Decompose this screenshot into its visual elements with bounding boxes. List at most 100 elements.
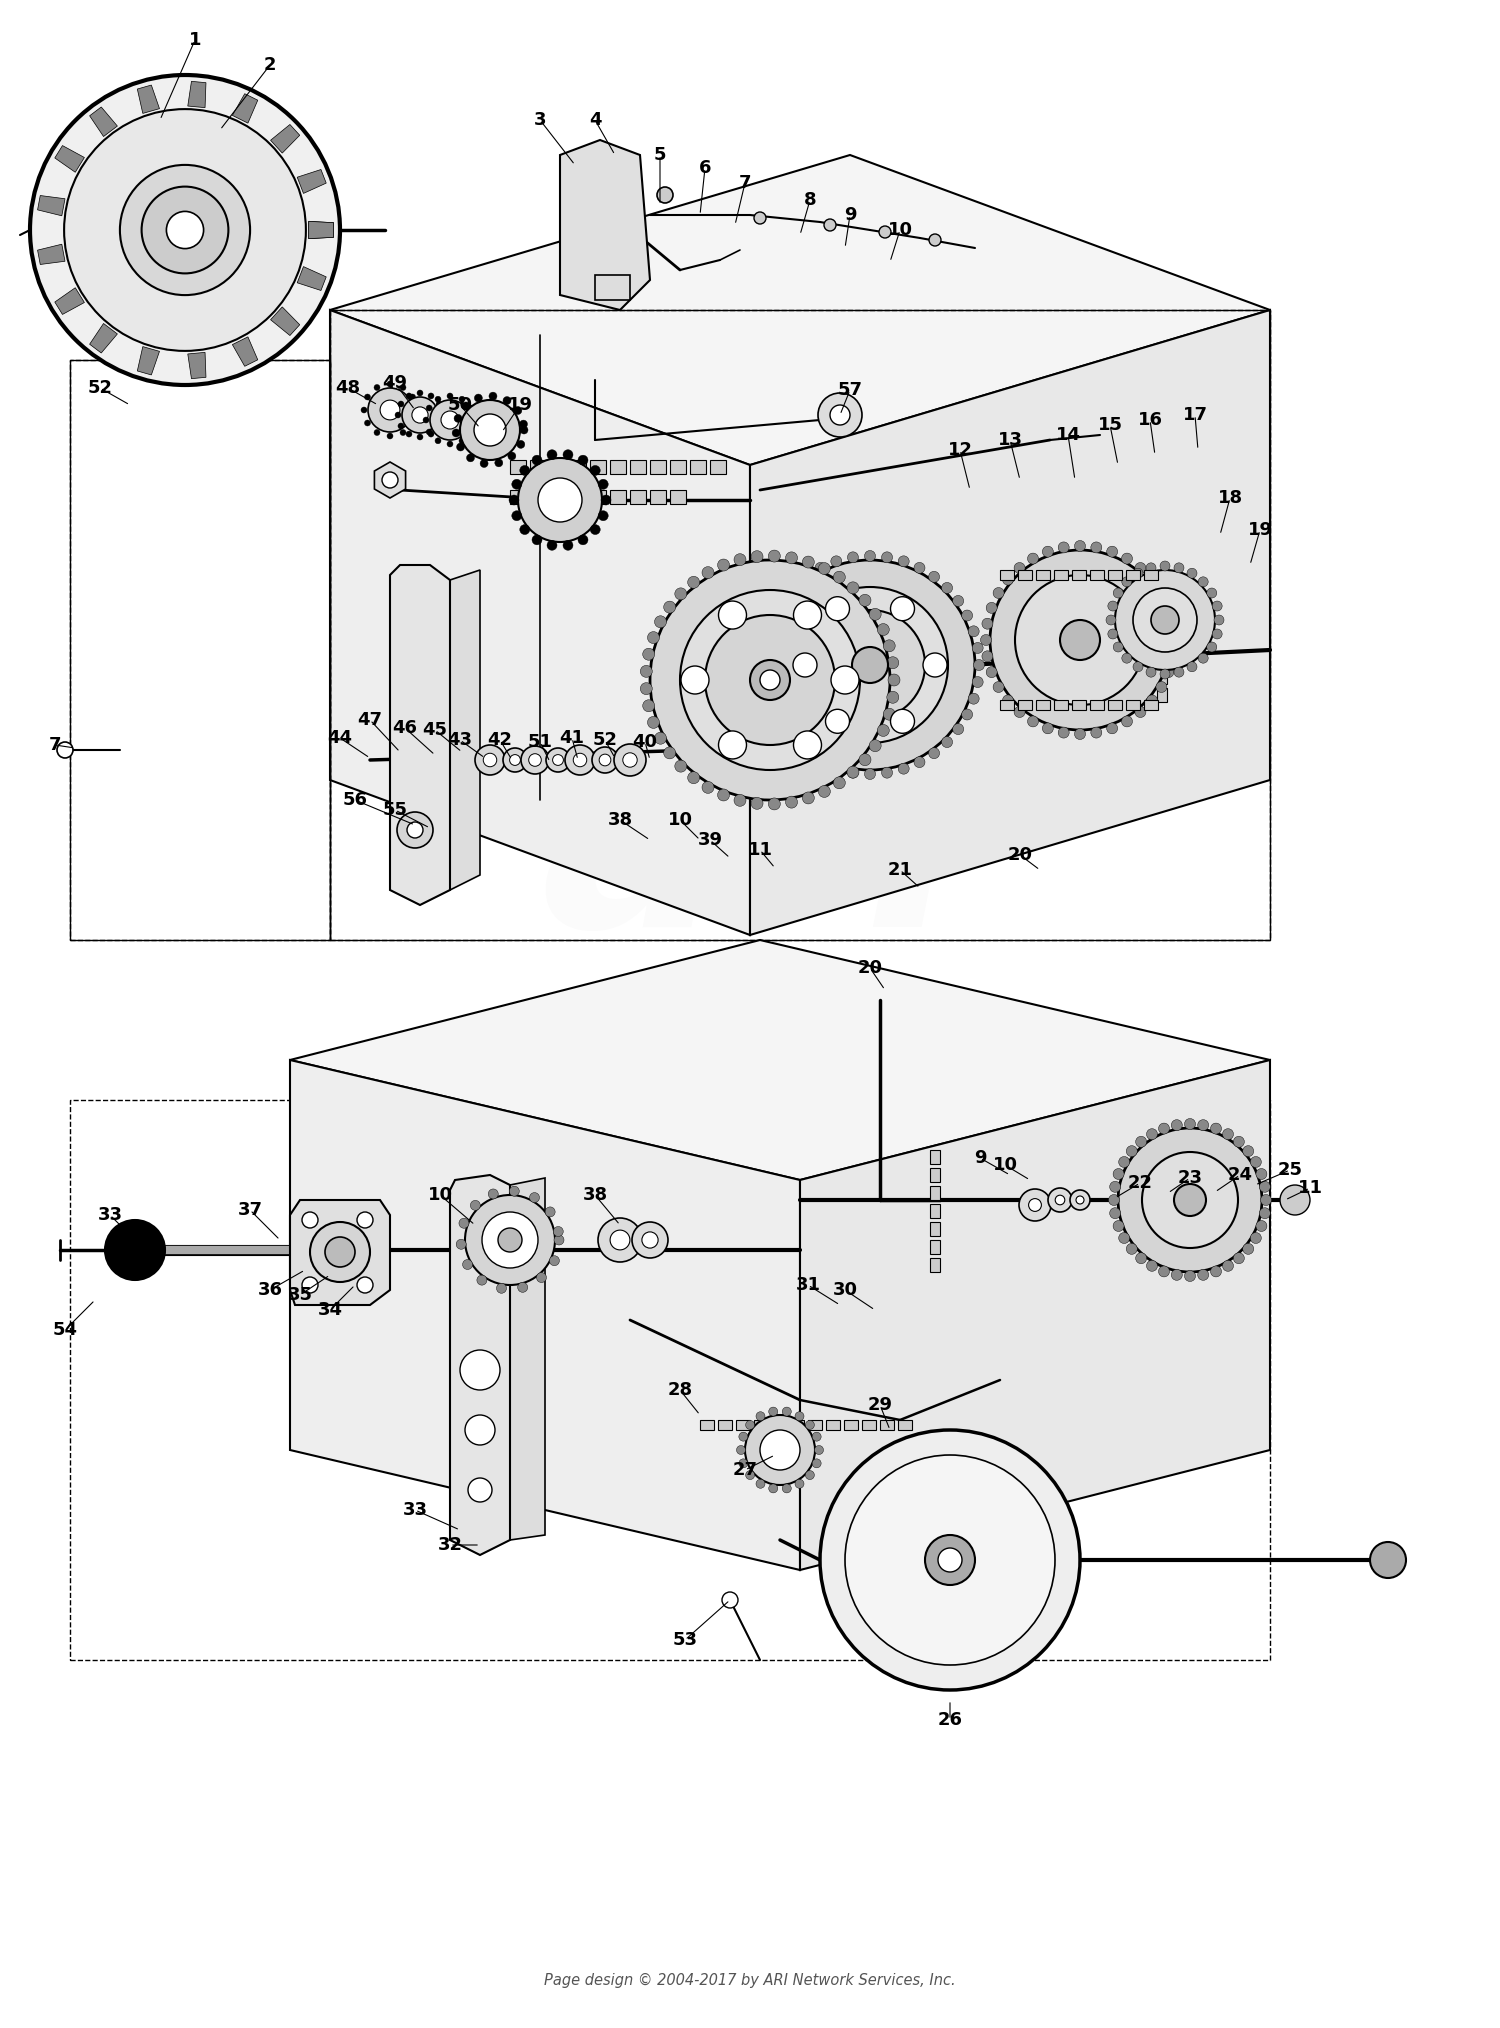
Bar xyxy=(772,1420,786,1430)
Circle shape xyxy=(792,586,948,742)
Circle shape xyxy=(423,418,429,424)
Text: 46: 46 xyxy=(393,720,417,736)
Bar xyxy=(670,460,686,475)
Bar xyxy=(530,491,546,505)
Circle shape xyxy=(509,452,516,460)
Circle shape xyxy=(468,406,474,412)
Circle shape xyxy=(362,408,368,414)
Circle shape xyxy=(1208,588,1216,598)
Circle shape xyxy=(528,754,542,767)
Text: 34: 34 xyxy=(318,1302,342,1318)
Circle shape xyxy=(1251,1233,1262,1243)
Text: 55: 55 xyxy=(382,801,408,819)
Circle shape xyxy=(815,756,827,769)
Circle shape xyxy=(1054,1194,1065,1205)
Circle shape xyxy=(760,627,772,637)
Circle shape xyxy=(1222,1259,1233,1272)
Circle shape xyxy=(427,393,433,400)
Circle shape xyxy=(794,730,822,758)
Circle shape xyxy=(834,777,846,789)
Text: 40: 40 xyxy=(633,732,657,750)
Circle shape xyxy=(1058,541,1070,554)
Polygon shape xyxy=(38,243,64,264)
Circle shape xyxy=(592,746,618,773)
Circle shape xyxy=(968,694,980,704)
Circle shape xyxy=(1136,562,1146,574)
Circle shape xyxy=(765,560,975,771)
Bar xyxy=(1156,687,1167,702)
Polygon shape xyxy=(800,1061,1270,1570)
Circle shape xyxy=(364,393,370,400)
Circle shape xyxy=(368,387,413,432)
Circle shape xyxy=(1156,681,1167,692)
Text: 48: 48 xyxy=(336,379,360,397)
Text: 10: 10 xyxy=(993,1156,1017,1174)
Circle shape xyxy=(642,700,654,712)
Circle shape xyxy=(1110,1209,1120,1219)
Circle shape xyxy=(398,811,433,848)
Circle shape xyxy=(427,432,433,438)
Circle shape xyxy=(768,550,780,562)
Circle shape xyxy=(598,511,608,521)
Circle shape xyxy=(105,1221,165,1280)
Polygon shape xyxy=(56,288,84,314)
Text: 8: 8 xyxy=(804,191,816,209)
Circle shape xyxy=(1122,716,1132,726)
Bar xyxy=(70,361,330,941)
Bar xyxy=(650,460,666,475)
Circle shape xyxy=(520,426,528,434)
Circle shape xyxy=(1122,554,1132,564)
Circle shape xyxy=(783,1484,792,1493)
Bar xyxy=(898,1420,912,1430)
Bar xyxy=(1090,570,1104,580)
Circle shape xyxy=(602,495,610,505)
Circle shape xyxy=(1074,728,1086,740)
Circle shape xyxy=(648,631,660,643)
Circle shape xyxy=(380,400,400,420)
Circle shape xyxy=(496,1284,507,1294)
Bar xyxy=(670,491,686,505)
Circle shape xyxy=(687,773,699,783)
Circle shape xyxy=(852,647,888,683)
Circle shape xyxy=(520,525,530,535)
Circle shape xyxy=(166,211,204,249)
Circle shape xyxy=(705,614,836,744)
Bar xyxy=(650,491,666,505)
Circle shape xyxy=(459,395,465,402)
Circle shape xyxy=(426,406,432,412)
Text: 41: 41 xyxy=(560,728,585,746)
Text: Page design © 2004-2017 by ARI Network Services, Inc.: Page design © 2004-2017 by ARI Network S… xyxy=(544,1973,956,1987)
Circle shape xyxy=(754,213,766,223)
Text: 51: 51 xyxy=(528,732,552,750)
Circle shape xyxy=(806,1420,814,1430)
Circle shape xyxy=(1070,1190,1090,1211)
Circle shape xyxy=(1212,629,1222,639)
Circle shape xyxy=(675,588,687,600)
Polygon shape xyxy=(188,353,206,379)
Circle shape xyxy=(452,430,460,436)
Circle shape xyxy=(1113,643,1124,651)
Circle shape xyxy=(758,643,768,653)
Circle shape xyxy=(1174,564,1184,572)
Circle shape xyxy=(1185,1270,1196,1282)
Circle shape xyxy=(406,393,412,400)
Bar xyxy=(844,1420,858,1430)
Circle shape xyxy=(1118,1128,1262,1272)
Bar xyxy=(1072,570,1086,580)
Text: 49: 49 xyxy=(382,373,408,391)
Circle shape xyxy=(426,430,432,434)
Circle shape xyxy=(640,665,652,677)
Circle shape xyxy=(518,440,525,448)
Polygon shape xyxy=(375,462,405,499)
Circle shape xyxy=(374,385,380,391)
Circle shape xyxy=(538,479,582,521)
Circle shape xyxy=(1132,588,1197,651)
Bar xyxy=(1156,651,1167,665)
Text: 53: 53 xyxy=(672,1631,698,1649)
Circle shape xyxy=(847,767,859,779)
Text: 38: 38 xyxy=(582,1186,608,1205)
Bar xyxy=(610,460,626,475)
Circle shape xyxy=(440,412,446,418)
Circle shape xyxy=(552,754,564,765)
Circle shape xyxy=(756,1478,765,1489)
